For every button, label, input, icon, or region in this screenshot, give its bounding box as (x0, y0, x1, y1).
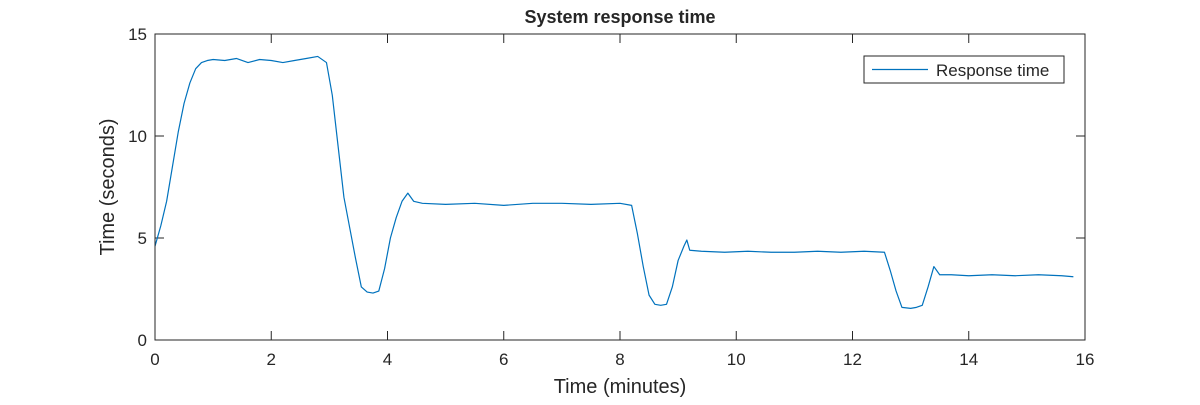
x-tick-label: 8 (615, 350, 624, 369)
y-axis-label: Time (seconds) (97, 118, 119, 255)
x-axis-label: Time (minutes) (554, 376, 687, 398)
x-tick-label: 16 (1076, 350, 1095, 369)
plot-area (155, 34, 1085, 340)
plot-frame (154, 33, 1086, 341)
x-tick-label: 0 (150, 350, 159, 369)
x-tick-label: 2 (267, 350, 276, 369)
y-tick-label: 10 (128, 127, 147, 146)
chart-title: System response time (524, 7, 715, 27)
y-tick-label: 15 (128, 25, 147, 44)
legend: Response time (863, 55, 1065, 84)
legend-box (863, 55, 1065, 84)
x-axis: 0 2 4 6 8 10 12 14 16 (150, 34, 1094, 369)
y-tick-label: 5 (138, 229, 147, 248)
x-tick-label: 10 (727, 350, 746, 369)
y-tick-label: 0 (138, 331, 147, 350)
x-tick-label: 12 (843, 350, 862, 369)
legend-label-response-time: Response time (936, 61, 1049, 80)
x-tick-label: 4 (383, 350, 392, 369)
x-tick-label: 14 (959, 350, 978, 369)
series-line-response-time (154, 55, 1074, 309)
x-tick-label: 6 (499, 350, 508, 369)
